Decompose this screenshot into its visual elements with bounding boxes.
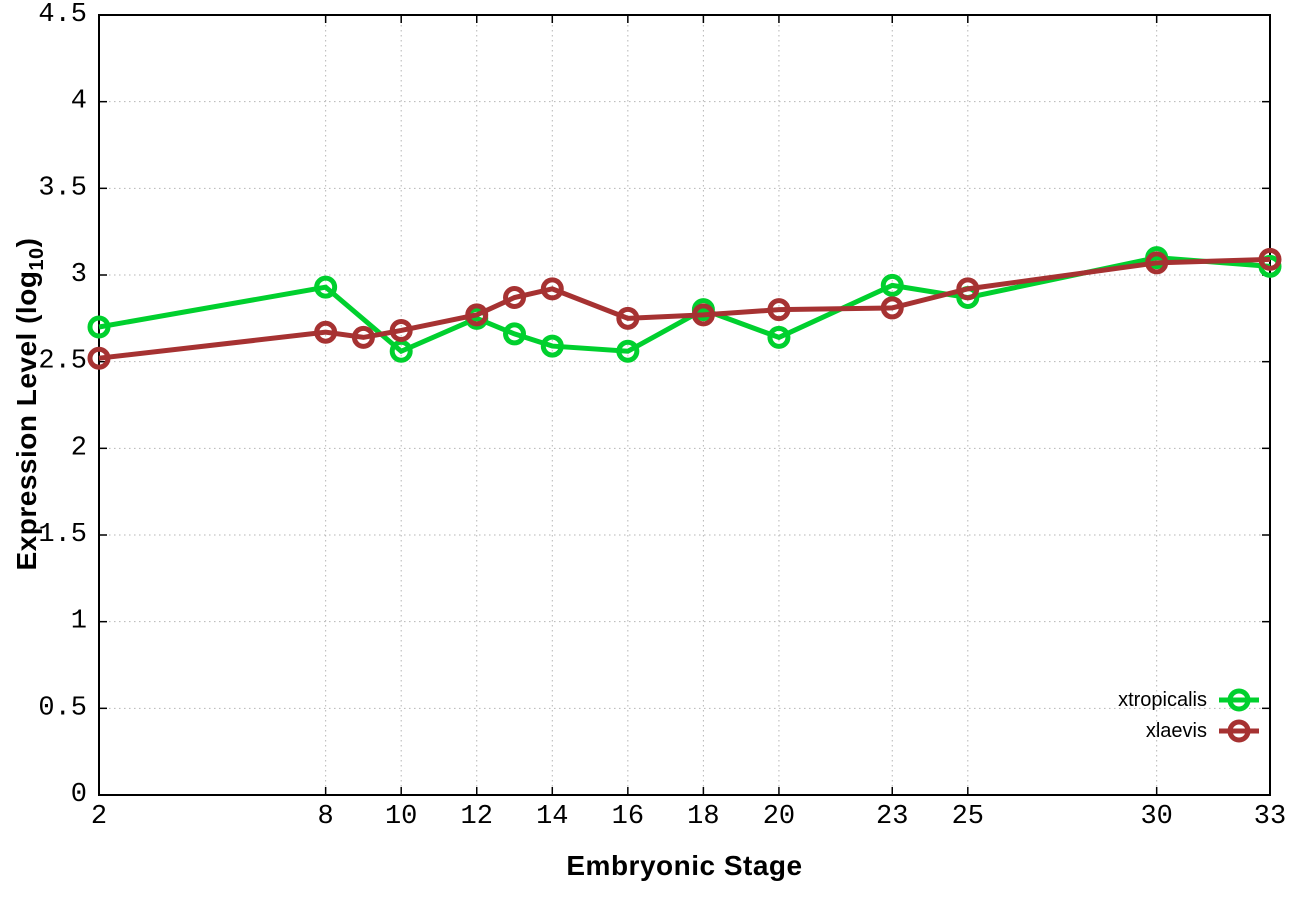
legend-item-xtropicalis: xtropicalis	[1118, 688, 1259, 712]
data-point-xtropicalis-10	[389, 339, 413, 363]
data-point-xtropicalis-16	[616, 339, 640, 363]
y-tick-label-1.5: 1.5	[38, 520, 87, 550]
x-tick-label-16: 16	[612, 802, 644, 832]
x-tick-label-25: 25	[952, 802, 984, 832]
y-axis-title-suffix: )	[11, 237, 43, 248]
series-xlaevis	[87, 247, 1282, 370]
x-tick-label-14: 14	[536, 802, 568, 832]
data-point-xlaevis-2	[87, 346, 111, 370]
data-point-xtropicalis-13	[503, 322, 527, 346]
data-point-xlaevis-25	[956, 277, 980, 301]
plot-border	[98, 14, 1271, 796]
y-axis-title-subscript: 10	[25, 247, 48, 271]
y-tick-label-2: 2	[71, 433, 87, 463]
data-point-xtropicalis-14	[540, 334, 564, 358]
data-point-xtropicalis-8	[314, 275, 338, 299]
x-tick-label-10: 10	[385, 802, 417, 832]
y-tick-label-4: 4	[71, 87, 87, 117]
legend: xtropicalis xlaevis	[1118, 688, 1259, 743]
data-point-xlaevis-18	[691, 303, 715, 327]
y-tick-label-3.5: 3.5	[38, 173, 87, 203]
legend-label-xlaevis: xlaevis	[1146, 720, 1207, 742]
x-tick-labels: 2 8 10 12 14 16 18 20 23 25 30 33	[91, 802, 1286, 832]
data-point-xlaevis-12	[465, 303, 489, 327]
gridlines	[98, 14, 1271, 796]
x-axis-title: Embryonic Stage	[566, 850, 803, 881]
data-point-xtropicalis-23	[880, 273, 904, 297]
y-tick-label-3: 3	[71, 260, 87, 290]
x-tick-label-30: 30	[1140, 802, 1172, 832]
y-axis-title: Expression Level (log10)	[11, 238, 49, 571]
data-point-xlaevis-10	[389, 318, 413, 342]
data-point-xtropicalis-20	[767, 325, 791, 349]
data-point-xtropicalis-2	[87, 315, 111, 339]
y-tick-label-0: 0	[71, 780, 87, 810]
y-tick-label-4.5: 4.5	[38, 0, 87, 30]
legend-sample-marker-xtropicalis	[1227, 688, 1251, 712]
x-tick-label-23: 23	[876, 802, 908, 832]
data-point-xlaevis-13	[503, 286, 527, 310]
data-point-xlaevis-9	[351, 325, 375, 349]
legend-label-xtropicalis: xtropicalis	[1118, 689, 1207, 711]
x-tick-label-18: 18	[687, 802, 719, 832]
x-tick-label-2: 2	[91, 802, 107, 832]
y-tick-label-0.5: 0.5	[38, 693, 87, 723]
data-point-xlaevis-20	[767, 298, 791, 322]
legend-item-xlaevis: xlaevis	[1146, 719, 1259, 743]
data-point-xlaevis-33	[1258, 247, 1282, 271]
data-point-xlaevis-23	[880, 296, 904, 320]
y-tick-labels: 0 0.5 1 1.5 2 2.5 3 3.5 4 4.5	[38, 0, 87, 810]
series-line-xlaevis	[98, 256, 1271, 361]
legend-sample-marker-xlaevis	[1227, 719, 1251, 743]
y-tick-label-2.5: 2.5	[38, 347, 87, 377]
y-tick-label-1: 1	[71, 607, 87, 637]
x-tick-label-33: 33	[1254, 802, 1286, 832]
data-point-xlaevis-16	[616, 306, 640, 330]
data-point-xlaevis-8	[314, 320, 338, 344]
data-point-xlaevis-14	[540, 277, 564, 301]
series-xtropicalis	[87, 246, 1282, 363]
y-axis-title-text: Expression Level (log	[11, 270, 43, 571]
x-tick-label-12: 12	[461, 802, 493, 832]
data-point-xlaevis-30	[1145, 251, 1169, 275]
x-tick-label-20: 20	[763, 802, 795, 832]
tick-marks	[98, 14, 1271, 796]
x-tick-label-8: 8	[318, 802, 334, 832]
